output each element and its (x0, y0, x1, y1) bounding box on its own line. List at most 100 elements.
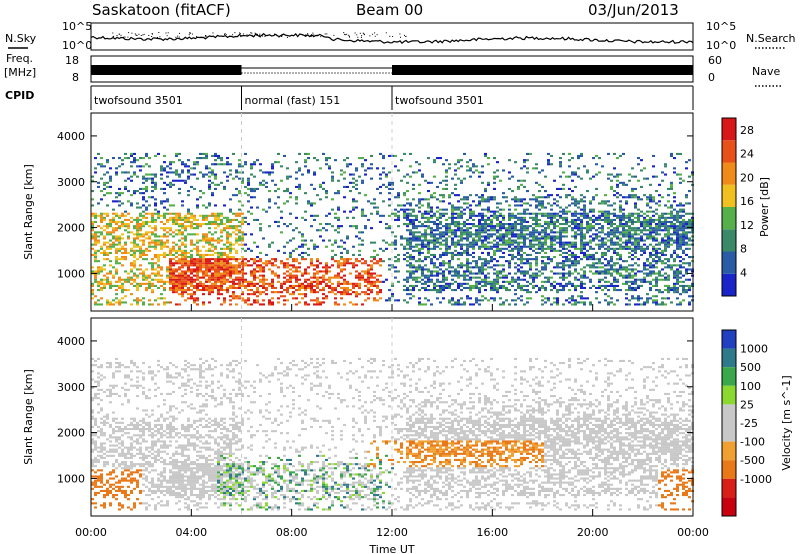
range-cell (511, 175, 514, 178)
range-cell (580, 282, 583, 285)
range-cell (175, 251, 178, 254)
range-cell (502, 237, 505, 240)
range-cell (604, 247, 607, 250)
range-cell (355, 282, 358, 285)
range-cell (568, 204, 571, 207)
range-cell (289, 272, 292, 275)
range-cell (625, 200, 628, 203)
range-cell (94, 303, 97, 306)
range-cell (463, 231, 466, 234)
range-cell (514, 216, 517, 219)
range-cell (181, 200, 184, 203)
range-cell (133, 225, 136, 228)
range-cell (631, 282, 634, 285)
range-cell (478, 233, 481, 236)
range-cell (526, 227, 529, 230)
nsearch-dot (123, 36, 125, 38)
range-cell (316, 280, 319, 283)
range-cell (241, 256, 244, 259)
range-cell (214, 220, 217, 223)
range-cell (595, 173, 598, 176)
range-cell (475, 225, 478, 228)
range-cell (310, 225, 313, 228)
range-cell (418, 280, 421, 283)
range-cell (352, 282, 355, 285)
range-cell (439, 289, 442, 292)
range-cell (268, 190, 271, 193)
range-cell (226, 260, 229, 263)
range-cell (553, 272, 556, 275)
range-cell (559, 235, 562, 238)
range-cell (514, 247, 517, 250)
range-cell (211, 220, 214, 223)
range-cell (499, 239, 502, 242)
range-cell (103, 225, 106, 228)
range-cell (430, 280, 433, 283)
range-cell (217, 183, 220, 186)
range-cell (436, 237, 439, 240)
range-cell (313, 245, 316, 248)
range-cell (178, 303, 181, 306)
range-cell (460, 229, 463, 232)
range-cell (172, 289, 175, 292)
range-cell (271, 282, 274, 285)
range-cell (160, 243, 163, 246)
range-cell (169, 212, 172, 215)
range-cell (202, 258, 205, 261)
range-cell (589, 225, 592, 228)
range-cell (298, 284, 301, 287)
range-cell (241, 181, 244, 184)
range-cell (184, 262, 187, 265)
range-cell (172, 245, 175, 248)
range-cell (499, 208, 502, 211)
range-cell (508, 227, 511, 230)
range-cell (451, 204, 454, 207)
range-cell (583, 233, 586, 236)
range-cell (580, 301, 583, 304)
range-cell (202, 289, 205, 292)
range-cell (316, 258, 319, 261)
range-cell (238, 239, 241, 242)
range-cell (601, 239, 604, 242)
range-cell (217, 163, 220, 166)
range-cell (484, 276, 487, 279)
range-cell (466, 268, 469, 271)
range-cell (505, 233, 508, 236)
range-cell (571, 297, 574, 300)
range-cell (319, 198, 322, 201)
range-cell (334, 239, 337, 242)
range-cell (592, 196, 595, 199)
range-cell (220, 268, 223, 271)
range-cell (493, 212, 496, 215)
range-cell (526, 272, 529, 275)
range-cell (616, 289, 619, 292)
range-cell (640, 198, 643, 201)
range-cell (604, 233, 607, 236)
range-cell (112, 276, 115, 279)
range-cell (535, 220, 538, 223)
range-cell (454, 301, 457, 304)
range-cell (508, 239, 511, 242)
range-cell (184, 179, 187, 182)
range-cell (298, 185, 301, 188)
range-cell (94, 239, 97, 242)
range-cell (541, 295, 544, 298)
range-cell (217, 276, 220, 279)
range-cell (157, 303, 160, 306)
range-cell (106, 214, 109, 217)
range-cell (130, 278, 133, 281)
range-cell (598, 243, 601, 246)
range-cell (238, 272, 241, 275)
range-cell (361, 258, 364, 261)
range-cell (496, 260, 499, 263)
range-cell (253, 262, 256, 265)
range-cell (547, 163, 550, 166)
range-cell (346, 291, 349, 294)
range-cell (256, 289, 259, 292)
range-cell (169, 280, 172, 283)
range-cell (199, 253, 202, 256)
range-cell (562, 212, 565, 215)
range-cell (127, 278, 130, 281)
range-cell (187, 177, 190, 180)
range-cell (169, 301, 172, 304)
